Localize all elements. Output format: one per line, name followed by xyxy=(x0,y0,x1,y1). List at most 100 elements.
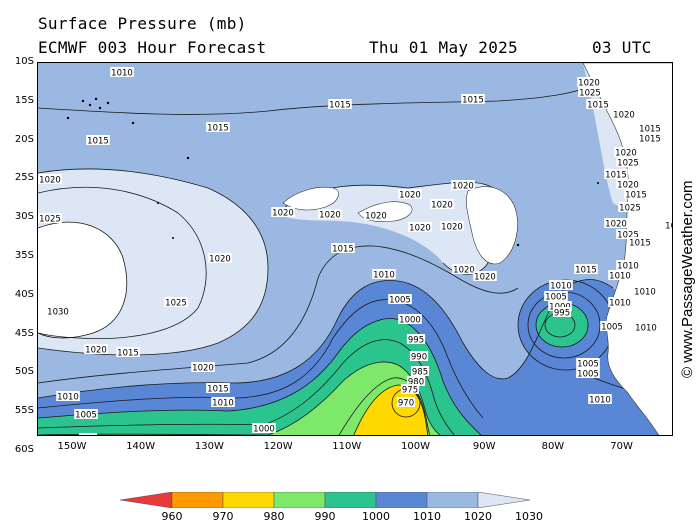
isobar-label-bg xyxy=(74,409,98,419)
isobar-label-bg xyxy=(616,157,640,167)
isobar-label-bg xyxy=(38,174,62,184)
isobar-label: 1015 xyxy=(605,171,627,181)
isobar-label-bg xyxy=(406,334,426,344)
isobar-label: 1005 xyxy=(577,360,599,370)
isobar-label-bg xyxy=(208,253,232,263)
isobar-label: 1010 xyxy=(635,324,657,334)
isobar-label: 1010 xyxy=(589,396,611,406)
isobar-label: 1020 xyxy=(452,182,474,192)
colorbar-segment xyxy=(426,491,479,509)
isobar-label: 1010 xyxy=(609,299,631,309)
isobar-label-bg xyxy=(396,397,416,407)
isobar-label-bg xyxy=(388,294,412,304)
isobar-label: 1005 xyxy=(545,293,567,303)
isobar-label-bg xyxy=(628,237,652,247)
isobar-label: 1015 xyxy=(575,266,597,276)
isobar-label: 1015 xyxy=(87,137,109,147)
pacific-islands xyxy=(66,97,599,247)
isobar-label: 1010 xyxy=(212,399,234,409)
isobar-label: 1015 xyxy=(639,125,661,135)
lon-label: 90W xyxy=(472,441,496,452)
svg-text:© www.PassageWeather.com: © www.PassageWeather.com xyxy=(679,180,696,378)
colorbar-segment xyxy=(477,491,531,509)
isobar-label-bg xyxy=(86,135,110,145)
isobar-label: 1025 xyxy=(617,231,639,241)
isobar-label: 1020 xyxy=(209,255,231,265)
low-80w-1000 xyxy=(536,303,588,347)
south-america-coast xyxy=(582,63,672,435)
isobar-label-bg xyxy=(410,366,430,376)
isobar-label: 995 xyxy=(408,336,424,346)
isobar-label-bg xyxy=(616,260,640,270)
isobar-label: 1020 xyxy=(85,346,107,356)
isobar-label-bg xyxy=(430,199,454,209)
lon-label: 120W xyxy=(263,441,293,452)
isobar-label-bg xyxy=(473,271,497,281)
isobar-label-bg xyxy=(56,391,80,401)
isobar-label-bg xyxy=(576,368,600,378)
lon-label: 110W xyxy=(332,441,362,452)
isobar-label-bg xyxy=(600,321,624,331)
isobar-label-bg xyxy=(612,109,636,119)
isobar-label: 1005 xyxy=(75,411,97,421)
isobar-label-bg xyxy=(549,280,573,290)
isobar-label: 1000 xyxy=(253,425,275,435)
isobar-label: 1020 xyxy=(399,191,421,201)
lon-label: 80W xyxy=(541,441,565,452)
isobar-label: 1030 xyxy=(47,308,69,318)
isobar-label: 1020 xyxy=(615,149,637,159)
colorbar-segment xyxy=(171,491,224,509)
isobar-label: 990 xyxy=(411,353,427,363)
isobar-label: 1025 xyxy=(579,89,601,99)
isobar-label: 1020 xyxy=(192,364,214,374)
isobar-label-bg xyxy=(318,209,342,219)
isobar-label-bg xyxy=(552,307,572,317)
colorbar-segment xyxy=(375,491,428,509)
isobar-label: 985 xyxy=(412,368,428,378)
isobar-label: 1005 xyxy=(601,323,623,333)
isobar-label-bg xyxy=(271,207,295,217)
isobar-label-bg xyxy=(164,297,188,307)
isobar-label: 1020 xyxy=(409,224,431,234)
isobar-label: 1020 xyxy=(578,79,600,89)
lon-label: 150W xyxy=(57,441,87,452)
isobar-label: 1020 xyxy=(617,181,639,191)
isobar-label-bg xyxy=(544,291,568,301)
colorbar-segment xyxy=(324,491,377,509)
isobar-label-bg xyxy=(452,264,476,274)
isobar-label-bg xyxy=(577,77,601,87)
lat-label: 10S xyxy=(14,56,34,67)
isobar-label-bg xyxy=(38,213,62,223)
isobar-label: 1015 xyxy=(329,101,351,111)
isobar-label: 1015 xyxy=(629,239,651,249)
isobar-label-bg xyxy=(461,94,485,104)
isobar-label-bg xyxy=(84,344,108,354)
field-990 xyxy=(38,362,441,435)
north-island xyxy=(282,186,339,211)
isobar-label: 980 xyxy=(408,378,424,388)
isobar-label-bg xyxy=(616,179,640,189)
isobar-label: 1010 xyxy=(373,271,395,281)
lon-label: 130W xyxy=(194,441,224,452)
credit-text: © www.PassageWeather.com xyxy=(676,150,698,380)
isobar-label-bg xyxy=(398,314,422,324)
isobar-label: 1010 xyxy=(617,262,639,272)
isobar-label: 1015 xyxy=(332,245,354,255)
isobar-label-bg xyxy=(191,362,215,372)
isobar-label: 1020 xyxy=(365,212,387,222)
lat-label: 15S xyxy=(14,94,34,106)
isobar-label: 1015 xyxy=(665,222,673,232)
lat-label: 25S xyxy=(14,172,34,184)
colorbar-label: 980 xyxy=(263,510,285,523)
lat-label: 35S xyxy=(14,250,34,261)
isobar-label-bg xyxy=(252,423,276,433)
isobar-label-bg xyxy=(578,87,602,97)
isobar-label: 1025 xyxy=(165,299,187,309)
isobar-label: 1015 xyxy=(587,101,609,111)
isobar-label-bg xyxy=(116,347,140,357)
colorbar-segment xyxy=(273,491,326,509)
colorbar-label: 960 xyxy=(161,510,183,523)
isobar-label: 1020 xyxy=(272,209,294,219)
model-label: ECMWF 003 Hour Forecast xyxy=(38,38,267,57)
